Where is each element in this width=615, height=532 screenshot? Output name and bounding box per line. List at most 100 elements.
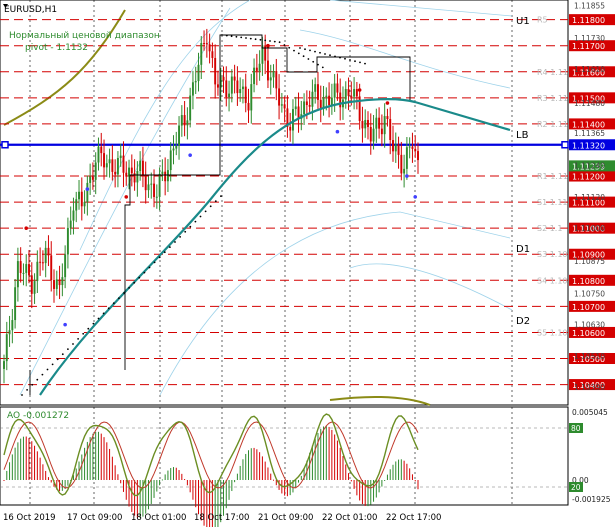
pivot-label: pivot - 1.1132: [25, 43, 88, 53]
level-tag-5: [569, 170, 615, 182]
sar-dot-up-31: [179, 236, 182, 238]
candle-body-125: [350, 95, 353, 97]
candle-body-67: [189, 95, 192, 121]
level-tag-11: [569, 326, 615, 338]
candle-body-132: [369, 126, 372, 142]
candle-body-82: [230, 76, 233, 94]
candle-body-44: [125, 172, 128, 177]
candle-body-52: [147, 184, 150, 191]
ao-histogram: [0, 413, 568, 532]
sar-dot-top-19: [312, 60, 315, 63]
candle-body-74: [208, 44, 211, 52]
candle-body-65: [183, 115, 186, 126]
sar-dot-mid-11: [354, 60, 356, 63]
candle-body-70: [197, 64, 200, 82]
candle-body-94: [264, 45, 267, 61]
zone-label-6: S1 1.11: [537, 198, 568, 207]
sar-dot-up-17: [107, 307, 110, 310]
candle-body-121: [339, 92, 342, 108]
osc-tick-2: 0.00: [572, 476, 589, 485]
candle-body-118: [330, 97, 333, 106]
sar-dot-up-16: [102, 312, 105, 315]
level-tag-9: [569, 274, 615, 286]
candle-body-124: [347, 88, 350, 96]
time-label-3: 18 Oct 17:00: [194, 513, 249, 523]
price-tick-2: 1.11610: [574, 65, 605, 74]
sar-dot-up-39: [220, 195, 222, 198]
candle-body-128: [358, 96, 361, 121]
sar-dot-top-1: [225, 34, 228, 37]
oscillator-pane: [0, 406, 569, 506]
candle-body-56: [158, 173, 161, 197]
sar-dot-top-15: [293, 49, 295, 52]
candle-body-19: [55, 279, 58, 289]
zone-label-4: R2 1.11: [537, 120, 568, 129]
sar-dot-mid-12: [359, 61, 361, 64]
candle-body-99: [278, 88, 281, 106]
price-tick-6: 1.11120: [574, 193, 605, 202]
candle-body-60: [169, 150, 172, 171]
level-tag-text-6: 1.11100: [572, 199, 605, 208]
candle-body-143: [400, 154, 403, 174]
label-u1: U1: [516, 16, 530, 27]
chart-title: EURUSD,H1: [4, 5, 57, 15]
outer-band-lower: [329, 395, 431, 406]
price-tick-4: 1.11365: [574, 129, 605, 138]
time-label-0: 16 Oct 2019: [3, 513, 56, 523]
step-line: [29, 34, 411, 395]
osc-tick-4: -0.001925: [572, 495, 611, 504]
candle-body-105: [294, 106, 297, 110]
candle-body-93: [261, 45, 264, 64]
price-tick-0: 1.11855: [574, 1, 605, 10]
candle-body-54: [153, 183, 156, 197]
candle-body-6: [19, 261, 22, 273]
candle-body-42: [119, 155, 122, 158]
pivot-handle-right: [561, 141, 569, 149]
sar-dot-top-14: [288, 46, 291, 49]
candle-body-101: [283, 104, 286, 109]
sar-dot-up-37: [209, 205, 212, 208]
candle-body-27: [78, 191, 80, 200]
sar-dot-up-8: [61, 353, 64, 356]
level-tag-text-13: 1.10400: [572, 381, 605, 390]
sar-dot-up-30: [174, 241, 176, 243]
sar-dot-top-0: [221, 34, 223, 36]
sar-dot-mid-8: [339, 56, 341, 59]
candle-body-90: [253, 67, 256, 85]
candle-body-134: [375, 117, 378, 129]
sar-dot-up-24: [143, 271, 146, 274]
level-tag-12: [569, 353, 615, 365]
zone-label-8: S3 1.10: [537, 250, 568, 259]
level-tag-text-5: 1.11200: [572, 173, 605, 182]
sar-dot-up-26: [153, 261, 156, 264]
candle-body-69: [194, 81, 197, 83]
candle-body-38: [108, 159, 111, 164]
candle-body-142: [397, 144, 400, 155]
sar-dot-top-6: [249, 37, 252, 40]
candle-body-130: [364, 119, 367, 129]
fractal-marker-4: [385, 101, 390, 105]
candle-body-92: [258, 63, 261, 71]
zone-label-0: R5: [537, 16, 548, 25]
candle-body-34: [97, 146, 100, 163]
indicator-overlays: [21, 34, 511, 396]
candle-body-149: [417, 151, 419, 161]
candle-body-110: [308, 105, 311, 107]
sar-dot-top-12: [278, 41, 281, 44]
candle-body-135: [378, 117, 381, 129]
price-tick-1: 1.11730: [574, 34, 605, 43]
collapse-icon[interactable]: [3, 4, 8, 8]
candle-body-57: [161, 171, 164, 174]
sar-dot-top-8: [259, 38, 262, 41]
candle-body-97: [272, 71, 275, 78]
sar-dot-up-36: [204, 210, 207, 213]
osc-tick-tag-1: [569, 423, 583, 433]
level-tag-text-0: 1.11800: [572, 16, 605, 25]
channel-4: [299, 29, 511, 89]
candle-body-66: [186, 120, 189, 126]
level-tag-8: [569, 248, 615, 260]
label-d2: D2: [516, 316, 530, 327]
level-tag-1: [569, 40, 615, 52]
